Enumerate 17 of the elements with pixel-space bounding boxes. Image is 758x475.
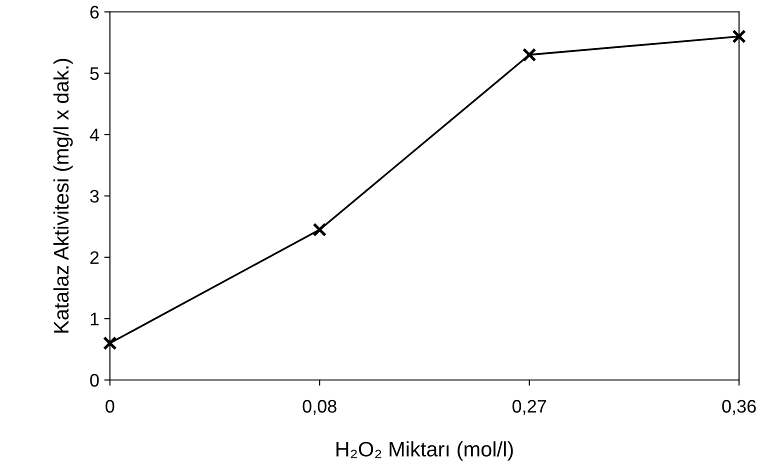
y-tick-label: 5 [90, 67, 99, 80]
point [732, 29, 746, 44]
x-tick-label: 0,36 [722, 400, 756, 415]
y-tick-label: 6 [90, 6, 99, 19]
y-tick-label: 2 [90, 251, 99, 264]
y-tick-label: 0 [90, 374, 99, 387]
y-tick-label: 4 [90, 128, 99, 142]
x-axis-title: H₂O₂ Miktarı (mol/l) [336, 441, 513, 461]
point [102, 336, 117, 350]
x-tick-label: 0 [106, 400, 114, 413]
point [312, 222, 327, 237]
x-tick-label: 0,08 [302, 400, 336, 415]
x-tick-label: 0,27 [512, 400, 546, 415]
y-tick-label: 3 [90, 190, 99, 203]
y-tick-label: 1 [90, 312, 99, 326]
y-axis-title: Katalaz Aktivitesi (mg/l x dak.) [53, 58, 73, 333]
point [522, 48, 536, 62]
